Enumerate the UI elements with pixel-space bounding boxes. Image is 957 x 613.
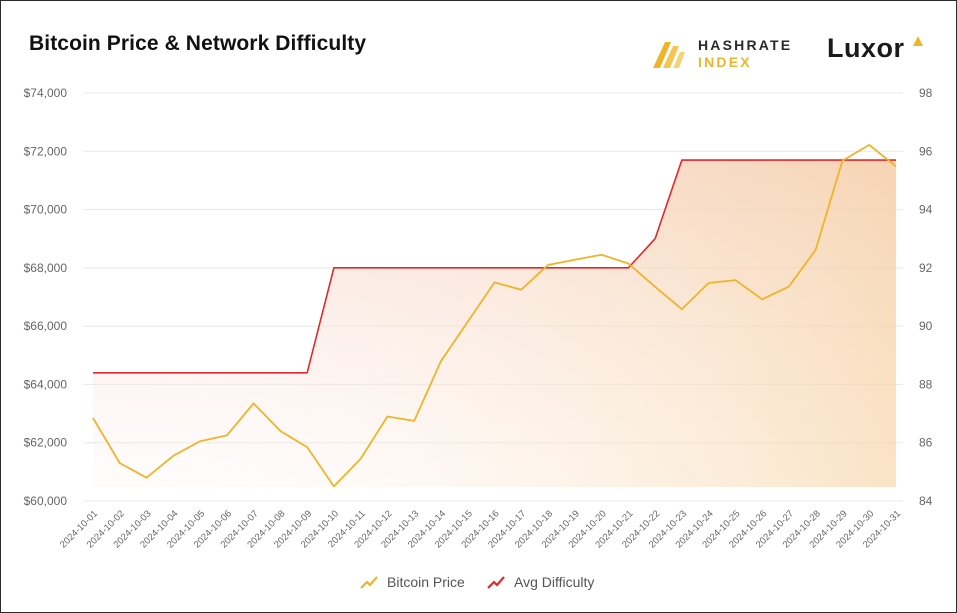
right-tick-label: 96 xyxy=(919,144,933,158)
left-tick-label: $68,000 xyxy=(24,261,68,275)
price-point xyxy=(814,248,818,252)
price-point xyxy=(573,258,577,262)
difficulty-point xyxy=(814,158,818,162)
price-point xyxy=(225,433,229,437)
price-difficulty-chart: $60,000 $62,000 $64,000 $66,000 $68,000 $70,0… xyxy=(24,86,933,550)
difficulty-point xyxy=(600,266,604,270)
price-point xyxy=(680,307,684,311)
price-point xyxy=(439,359,443,363)
price-point xyxy=(252,401,256,405)
left-tick-label: $64,000 xyxy=(24,377,68,391)
hashrate-logo-line1: HASHRATE xyxy=(698,37,793,53)
difficulty-point xyxy=(573,266,577,270)
difficulty-point xyxy=(707,158,711,162)
difficulty-point xyxy=(332,266,336,270)
left-tick-label: $60,000 xyxy=(24,494,68,508)
difficulty-line xyxy=(93,159,896,374)
difficulty-point xyxy=(252,371,256,375)
right-axis: 84 86 88 90 92 94 96 98 xyxy=(919,86,933,508)
left-tick-label: $66,000 xyxy=(24,319,68,333)
price-point xyxy=(760,297,764,301)
price-point xyxy=(733,278,737,282)
price-point xyxy=(787,285,791,289)
price-point xyxy=(385,414,389,418)
difficulty-point xyxy=(519,266,523,270)
right-tick-label: 84 xyxy=(919,494,933,508)
difficulty-point xyxy=(91,371,95,375)
difficulty-point xyxy=(412,266,416,270)
price-point xyxy=(653,285,657,289)
price-point xyxy=(707,281,711,285)
difficulty-point xyxy=(894,158,898,162)
hashrate-logo-line2: INDEX xyxy=(698,54,752,70)
price-point xyxy=(519,288,523,292)
luxor-triangle-icon xyxy=(913,36,923,46)
hashrate-index-icon xyxy=(653,42,685,68)
series-lines xyxy=(91,143,898,488)
difficulty-point xyxy=(787,158,791,162)
legend-label-price: Bitcoin Price xyxy=(387,574,465,590)
hashrate-index-logo: HASHRATE INDEX xyxy=(651,36,801,72)
difficulty-point xyxy=(171,371,175,375)
difficulty-point xyxy=(278,371,282,375)
difficulty-point xyxy=(466,266,470,270)
price-point xyxy=(867,143,871,147)
difficulty-point xyxy=(198,371,202,375)
chart-legend: Bitcoin Price Avg Difficulty xyxy=(1,573,957,593)
right-tick-label: 98 xyxy=(919,86,933,100)
difficulty-point xyxy=(359,266,363,270)
left-tick-label: $70,000 xyxy=(24,203,68,217)
difficulty-point xyxy=(733,158,737,162)
right-tick-label: 88 xyxy=(919,377,933,391)
difficulty-point xyxy=(653,237,657,241)
price-point xyxy=(91,416,95,420)
right-tick-label: 92 xyxy=(919,261,933,275)
difficulty-point xyxy=(385,266,389,270)
difficulty-point xyxy=(225,371,229,375)
chart-title: Bitcoin Price & Network Difficulty xyxy=(29,32,367,55)
price-point xyxy=(145,476,149,480)
difficulty-point xyxy=(118,371,122,375)
left-tick-label: $72,000 xyxy=(24,144,68,158)
luxor-wordmark: Luxor xyxy=(827,33,905,63)
price-point xyxy=(412,419,416,423)
left-tick-label: $62,000 xyxy=(24,436,68,450)
difficulty-point xyxy=(760,158,764,162)
right-tick-label: 94 xyxy=(919,203,933,217)
price-point xyxy=(198,439,202,443)
difficulty-point xyxy=(305,371,309,375)
difficulty-point xyxy=(840,158,844,162)
difficulty-legend-icon xyxy=(487,576,505,589)
price-point xyxy=(305,445,309,449)
difficulty-point xyxy=(626,266,630,270)
price-point xyxy=(466,320,470,324)
price-point xyxy=(118,461,122,465)
difficulty-point xyxy=(439,266,443,270)
x-axis: 2024-10-012024-10-022024-10-032024-10-04… xyxy=(58,508,903,550)
right-tick-label: 86 xyxy=(919,436,933,450)
difficulty-area-tint xyxy=(93,160,896,487)
left-axis: $60,000 $62,000 $64,000 $66,000 $68,000 $70,0… xyxy=(24,86,68,508)
difficulty-area xyxy=(93,160,896,487)
difficulty-point xyxy=(493,266,497,270)
price-point xyxy=(493,280,497,284)
legend-label-difficulty: Avg Difficulty xyxy=(514,574,595,590)
difficulty-point xyxy=(680,158,684,162)
price-point xyxy=(359,457,363,461)
price-point xyxy=(626,261,630,265)
price-point xyxy=(600,253,604,257)
left-tick-label: $74,000 xyxy=(24,86,68,100)
difficulty-point xyxy=(867,158,871,162)
price-legend-icon xyxy=(360,576,378,589)
price-point xyxy=(894,164,898,168)
difficulty-point xyxy=(546,266,550,270)
price-line xyxy=(92,143,897,488)
price-point xyxy=(278,429,282,433)
price-point xyxy=(332,484,336,488)
price-point xyxy=(171,454,175,458)
luxor-logo: Luxor xyxy=(827,33,923,64)
difficulty-point xyxy=(145,371,149,375)
right-tick-label: 90 xyxy=(919,319,933,333)
